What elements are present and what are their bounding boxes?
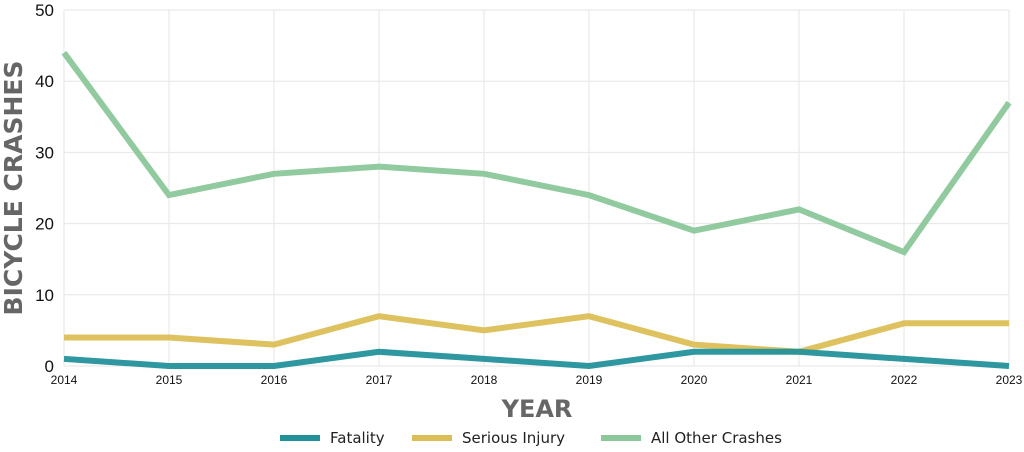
legend-swatch — [412, 435, 452, 441]
legend-label: Fatality — [330, 429, 385, 447]
legend-label: Serious Injury — [462, 429, 565, 447]
x-tick-label: 2023 — [996, 373, 1023, 387]
x-axis-ticks: 2014 2015 2016 2017 2018 2019 2020 2021 2022 2023 — [51, 373, 1023, 387]
y-tick-label: 0 — [45, 357, 54, 376]
x-tick-label: 2022 — [891, 373, 918, 387]
series-line-all-other-crashes — [61, 50, 1012, 256]
legend-item: Serious Injury — [412, 429, 565, 447]
legend-swatch — [280, 435, 320, 441]
legend: Fatality Serious Injury All Other Crashes — [280, 429, 782, 447]
x-tick-label: 2014 — [51, 373, 78, 387]
y-tick-label: 20 — [35, 215, 54, 234]
series-lines — [61, 50, 1012, 370]
x-tick-label: 2015 — [156, 373, 183, 387]
x-axis-title: YEAR — [501, 395, 573, 423]
y-axis-ticks: 0 10 20 30 40 50 — [35, 1, 54, 376]
legend-swatch — [601, 435, 641, 441]
x-tick-label: 2020 — [681, 373, 708, 387]
legend-label: All Other Crashes — [651, 429, 782, 447]
y-tick-label: 30 — [35, 143, 54, 162]
x-tick-label: 2021 — [786, 373, 813, 387]
y-tick-label: 10 — [35, 286, 54, 305]
y-tick-label: 50 — [35, 1, 54, 20]
x-tick-label: 2018 — [471, 373, 498, 387]
series-line-serious-injury — [64, 313, 1009, 355]
x-tick-label: 2017 — [366, 373, 393, 387]
series-line-fatality — [63, 348, 1010, 370]
x-tick-label: 2019 — [576, 373, 603, 387]
x-tick-label: 2016 — [261, 373, 288, 387]
y-axis-title: BICYCLE CRASHES — [0, 61, 28, 316]
grid — [63, 9, 1010, 367]
legend-item: All Other Crashes — [601, 429, 782, 447]
legend-item: Fatality — [280, 429, 385, 447]
y-tick-label: 40 — [35, 72, 54, 91]
